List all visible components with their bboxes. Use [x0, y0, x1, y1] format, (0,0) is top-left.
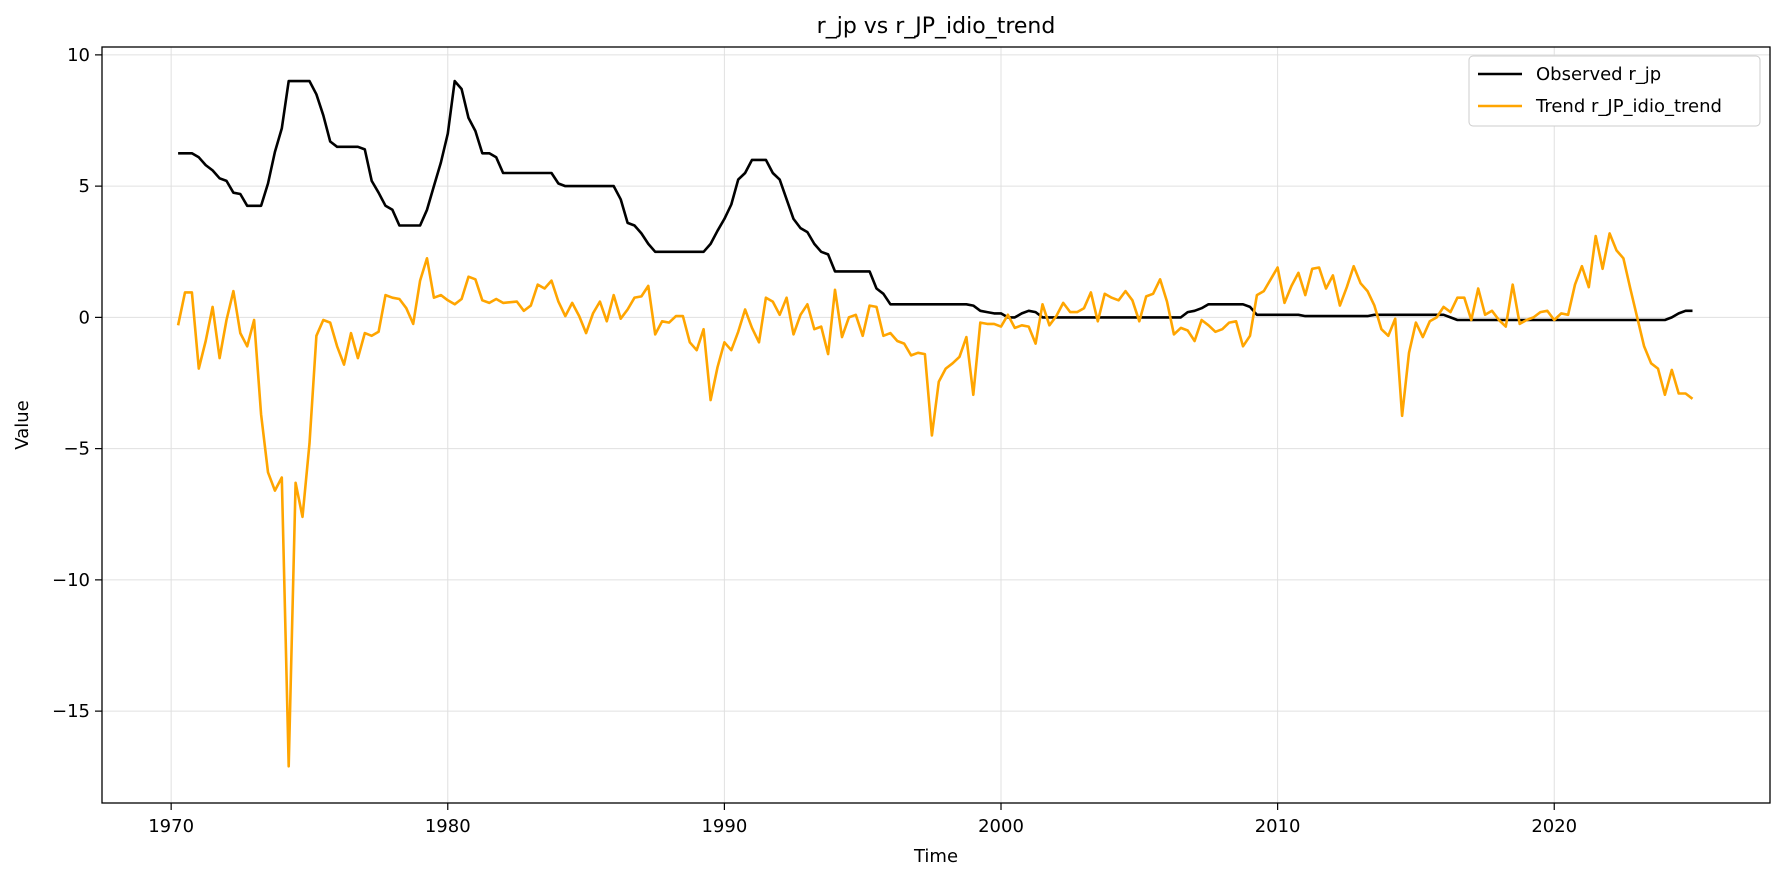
chart-title: r_jp vs r_JP_idio_trend — [817, 14, 1056, 39]
x-tick-label: 1970 — [148, 816, 194, 837]
y-tick-label: −10 — [52, 570, 90, 591]
legend-label-trend: Trend r_JP_idio_trend — [1535, 96, 1722, 117]
series-line-observed-r-jp — [178, 79, 1693, 322]
series-line-trend-r-jp-idio — [176, 232, 1694, 768]
x-tick-label: 1980 — [425, 816, 471, 837]
y-axis-title: Value — [12, 400, 33, 449]
y-tick-label: 5 — [79, 176, 90, 197]
x-tick-label: 2020 — [1531, 816, 1577, 837]
series-lines — [176, 79, 1694, 768]
legend-box — [1468, 55, 1761, 127]
plot-frame — [101, 46, 1771, 804]
x-axis-title: Time — [913, 846, 958, 867]
y-tick-label: −5 — [63, 439, 90, 460]
x-tick-label: 2010 — [1255, 816, 1301, 837]
y-tick-label: 0 — [79, 307, 90, 328]
axis-ticks: 1970 1980 1990 2000 2010 2020 −15 −10 −5 0 5 10 — [52, 45, 1577, 837]
x-tick-label: 2000 — [978, 816, 1024, 837]
y-tick-label: 10 — [67, 45, 90, 66]
y-tick-label: −15 — [52, 701, 90, 722]
grid — [102, 47, 1770, 803]
legend: Observed r_jp Trend r_JP_idio_trend — [1468, 55, 1761, 127]
legend-label-observed: Observed r_jp — [1536, 64, 1661, 85]
x-tick-label: 1990 — [701, 816, 747, 837]
